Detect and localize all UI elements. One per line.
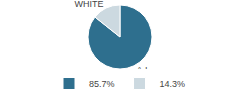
svg-text:85.7%: 85.7% [89, 79, 115, 89]
svg-text:14.3%: 14.3% [160, 79, 186, 89]
svg-text:WHITE: WHITE [75, 0, 104, 9]
